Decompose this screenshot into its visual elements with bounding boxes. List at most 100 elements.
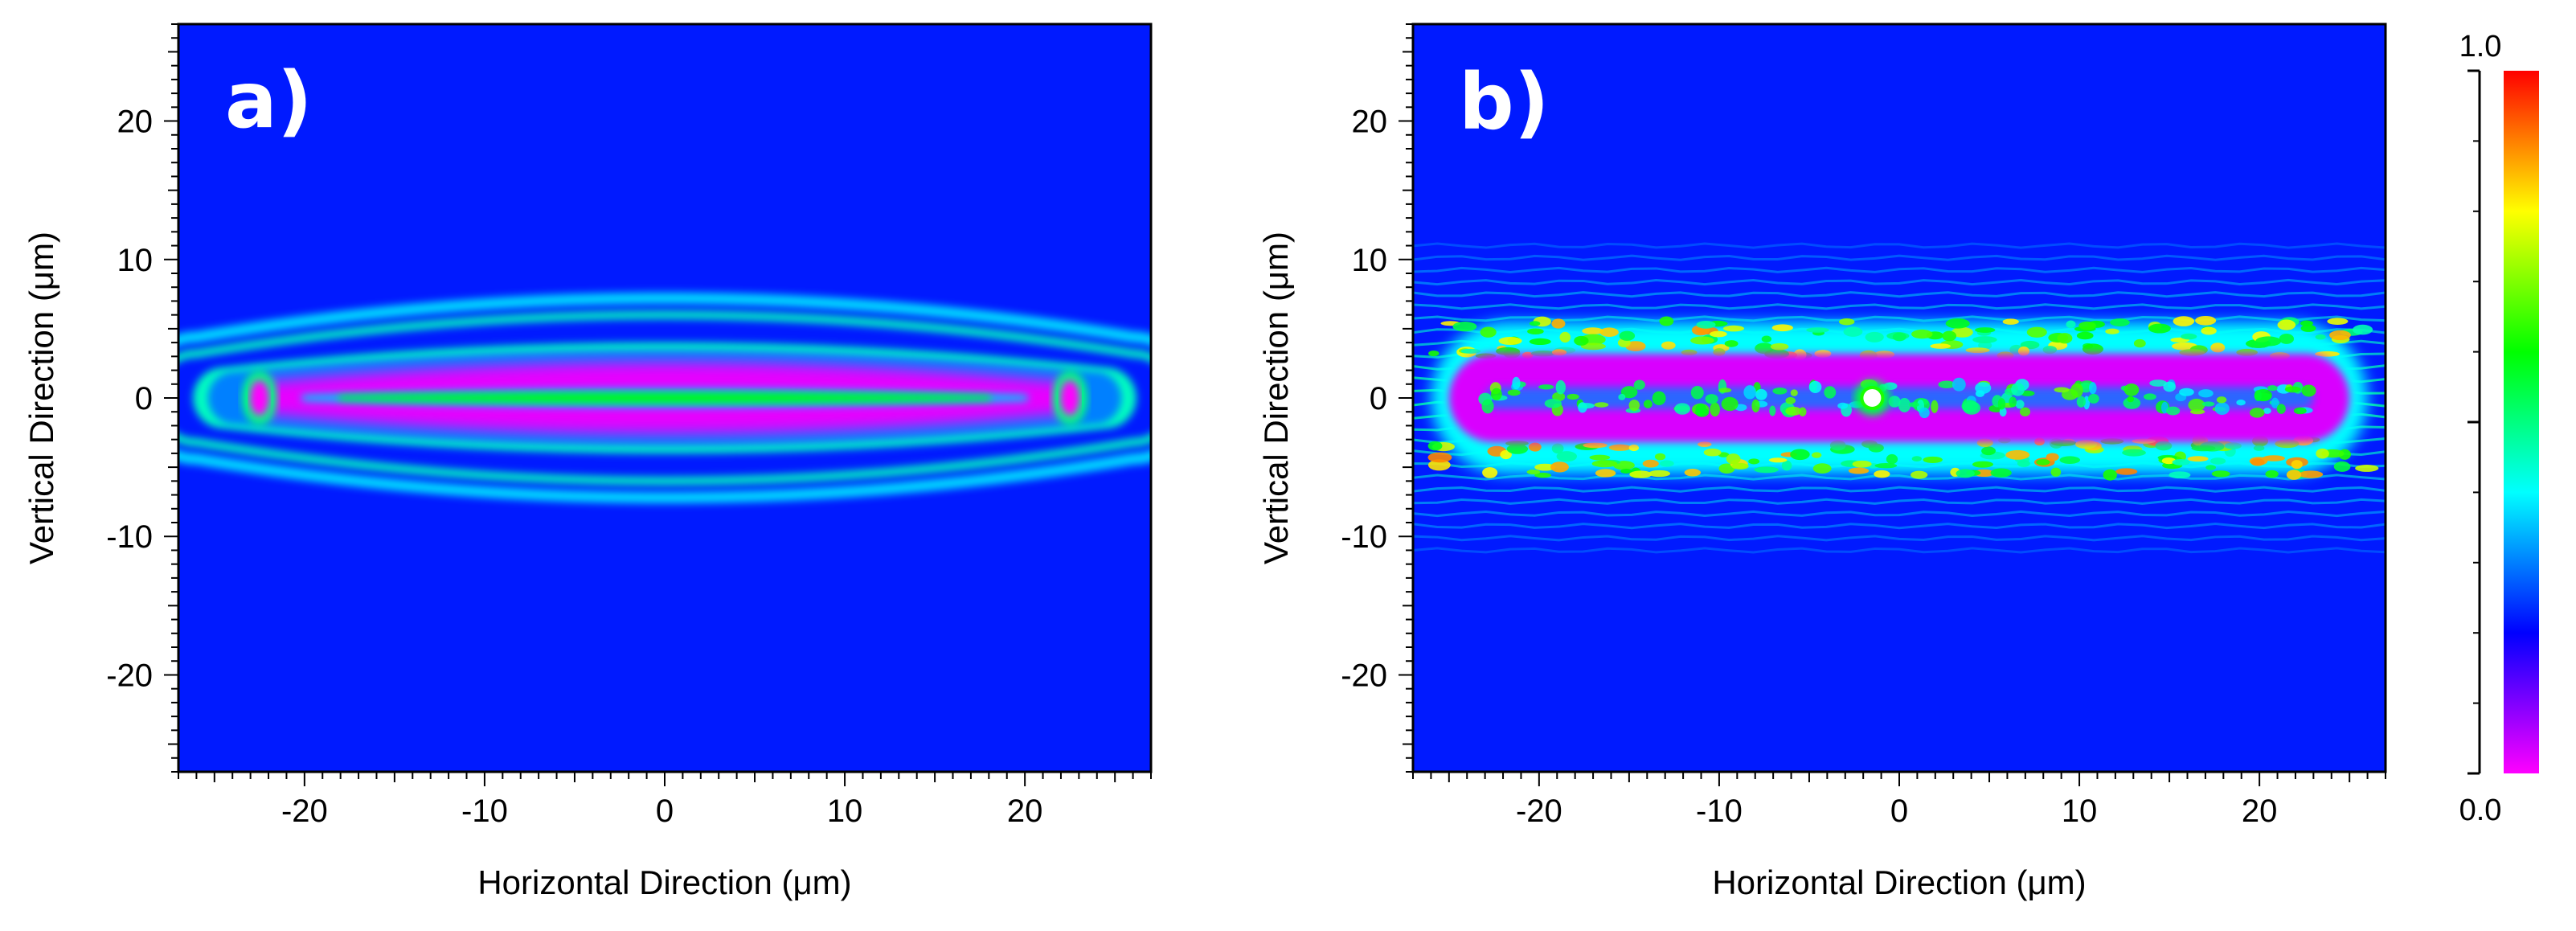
plot-b-speckle	[2187, 456, 2209, 462]
plot-a-outer-halo	[178, 292, 1151, 504]
plot-b-center-speckle	[2216, 396, 2227, 404]
plot-b-center-speckle	[1544, 399, 1562, 408]
y-tick-label: 20	[1352, 105, 1388, 140]
plot-b-speckle	[1978, 341, 1992, 350]
plot-b-center-speckle	[2123, 383, 2140, 396]
plot-b-speckle	[1770, 342, 1789, 351]
plot-b-speckle	[2329, 330, 2351, 341]
plot-b-center-speckle	[2163, 381, 2177, 392]
plot-b-fringe-line	[1413, 474, 2386, 481]
plot-b-center-speckle	[1951, 377, 1966, 392]
plot-b-fringe-line	[1413, 242, 2386, 249]
plot-b-center-speckle	[2267, 385, 2278, 392]
plot-a-field	[178, 292, 1151, 504]
plot-b-xlabel: Horizontal Direction (μm)	[1712, 863, 2086, 901]
plot-b-speckle	[2105, 328, 2119, 334]
plot-b-speckle	[1684, 469, 1702, 477]
plot-b-speckle	[1724, 340, 1738, 347]
plot-b-center-speckle	[1975, 382, 1992, 394]
plot-b-speckle	[1591, 460, 1618, 468]
plot-b-center-speckle	[1888, 396, 1901, 408]
plot-b-speckle	[1527, 328, 1544, 335]
plot-b-center-speckle	[1628, 400, 1640, 412]
plot-b-speckle	[2355, 464, 2379, 472]
plot-b-center-speckle	[1538, 384, 1554, 390]
plot-b-center-speckle	[1620, 386, 1638, 399]
plot-b-center-speckle	[1721, 396, 1738, 412]
plot-b-center-speckle	[1997, 398, 2006, 410]
plot-b-center-speckle	[1690, 385, 1704, 400]
plot-b-speckle	[1731, 462, 1749, 470]
plot-b-fringe-line	[1413, 486, 2386, 493]
plot-b-speckle	[2172, 458, 2190, 466]
plot-b-speckle	[1529, 321, 1541, 326]
x-tick-label: 0	[656, 794, 674, 829]
plot-b-speckle	[1843, 326, 1863, 337]
plot-b-center-speckle	[1705, 394, 1718, 404]
plot-b-speckle	[1790, 449, 1810, 461]
plot-b-center-speckle	[1491, 388, 1502, 400]
plot-b-speckle	[1718, 463, 1735, 474]
colorbar-max-label: 1.0	[2459, 30, 2502, 64]
plot-b-fringe-line	[1413, 278, 2386, 286]
plot-b-hot-spot	[1861, 388, 1883, 408]
plot-b-speckle	[2002, 318, 2019, 325]
plot-b-speckle	[1874, 463, 1898, 469]
y-tick-label: 20	[117, 105, 154, 140]
heatmap-panel-a: -20 -10 0 10 20 20 10 0 -10 -20 a) Horizontal Dir…	[23, 23, 1153, 901]
plot-b-speckle	[2036, 459, 2050, 466]
plot-b-speckle	[1698, 441, 1712, 447]
y-tick-label: -10	[1341, 519, 1387, 555]
plot-b-center-speckle	[1837, 402, 1849, 409]
plot-b-speckle	[1990, 468, 2012, 478]
plot-b-speckle	[1495, 347, 1521, 356]
plot-b-speckle	[1956, 469, 1975, 478]
y-tick-label: -20	[106, 658, 153, 693]
colorbar-min-label: 0.0	[2459, 794, 2502, 827]
x-tick-label: 10	[827, 794, 863, 829]
plot-b-fringe-line	[1413, 291, 2386, 298]
plot-b-speckle	[2078, 321, 2096, 330]
plot-b-speckle	[1812, 452, 1822, 458]
plot-b-speckle	[1551, 318, 1566, 329]
plot-b-speckle	[1911, 329, 1933, 339]
plot-b-speckle	[1972, 461, 1993, 468]
plot-b-fringe-line	[1413, 535, 2386, 542]
plot-b-speckle	[2279, 334, 2295, 344]
x-tick-label: -20	[1516, 794, 1562, 829]
plot-b-speckle	[2353, 324, 2373, 335]
y-tick-label: -20	[1341, 658, 1387, 693]
plot-b-center-speckle	[2143, 393, 2156, 400]
plot-b-fringe-line	[1413, 523, 2386, 530]
plot-b-hot-spot-ring	[1860, 386, 1885, 410]
plot-b-center-speckle	[1938, 380, 1956, 389]
plot-b-speckle	[2082, 343, 2103, 355]
plot-b-speckle	[2255, 336, 2282, 347]
plot-b-speckle	[2277, 319, 2296, 330]
plot-a-outer-ring	[178, 310, 1151, 486]
plot-b-center-speckle	[1566, 393, 1579, 400]
plot-b-speckle	[1427, 441, 1443, 451]
plot-a-ticks: -20 -10 0 10 20 20 10 0 -10 -20	[106, 23, 1152, 829]
plot-b-speckle	[1583, 442, 1607, 449]
plot-b-speckle	[1551, 443, 1564, 454]
plot-b-speckle	[2315, 351, 2340, 357]
plot-b-speckle	[1480, 326, 1497, 338]
plot-b-speckle	[1910, 470, 1928, 479]
plot-b-center-speckle	[2276, 404, 2286, 414]
plot-b-speckle	[2110, 318, 2130, 326]
plot-b-speckle	[2191, 445, 2216, 452]
plot-b-center-speckle	[2009, 396, 2017, 408]
plot-b-speckle	[2026, 326, 2047, 338]
plot-a-center-line	[338, 392, 991, 404]
plot-b-speckle	[2066, 320, 2076, 329]
plot-b-speckle	[1528, 442, 1542, 452]
plot-b-center-speckle	[1790, 389, 1798, 396]
plot-b-speckle	[2103, 469, 2117, 481]
plot-b-speckle	[2181, 333, 2197, 340]
plot-b-speckle	[1722, 325, 1745, 332]
plot-b-center-speckle	[2021, 390, 2035, 396]
plot-b-center-speckle	[1578, 403, 1595, 409]
plot-b-center-speckle	[2165, 406, 2181, 416]
